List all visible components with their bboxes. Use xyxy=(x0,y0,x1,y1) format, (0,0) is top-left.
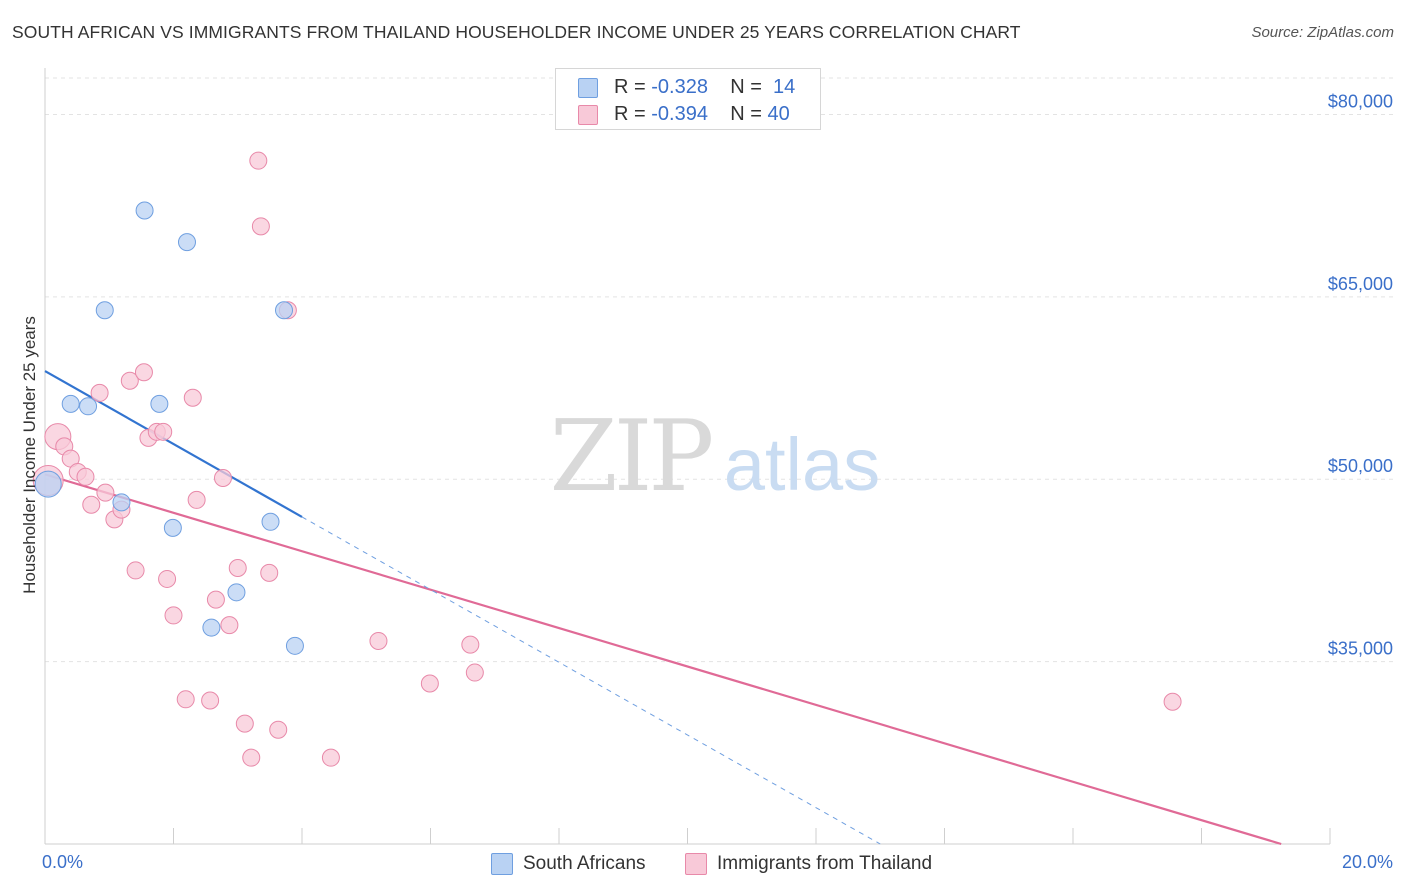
legend-swatch-south-africans xyxy=(491,853,513,875)
point-thailand xyxy=(206,590,225,609)
legend-label-south-africans: South Africans xyxy=(523,853,646,874)
point-thailand xyxy=(82,495,101,514)
point-thailand xyxy=(76,467,95,486)
point-thailand xyxy=(90,383,109,402)
point-thailand xyxy=(369,631,388,650)
legend-label-thailand: Immigrants from Thailand xyxy=(717,853,933,874)
point-thailand xyxy=(134,363,153,382)
watermark-zip: ZIP xyxy=(550,400,712,514)
point-south-africans xyxy=(112,493,131,512)
point-thailand xyxy=(321,748,340,767)
point-south-africans xyxy=(95,301,114,320)
watermark: ZIP atlas xyxy=(550,400,881,514)
point-thailand xyxy=(228,558,247,577)
x-tick-label-max: 20.0% xyxy=(1341,852,1393,872)
trend-line-south-africans-extension xyxy=(301,516,881,845)
point-thailand xyxy=(249,151,268,170)
point-thailand xyxy=(235,714,254,733)
trend-lines xyxy=(44,370,1282,846)
y-tick-labels: $35,000 $50,000 $65,000 $80,000 xyxy=(1328,91,1393,658)
legend-swatch-pink xyxy=(578,105,598,125)
legend-stats-thailand: R = -0.394 N = 40 xyxy=(614,103,790,125)
y-tick-label-2: $65,000 xyxy=(1328,274,1393,294)
point-thailand xyxy=(164,606,183,625)
point-south-africans xyxy=(177,233,196,252)
point-thailand xyxy=(120,371,139,390)
point-south-africans xyxy=(135,201,154,220)
axes xyxy=(44,68,1331,845)
point-south-africans xyxy=(34,470,62,498)
y-tick-label-3: $80,000 xyxy=(1328,91,1393,111)
point-thailand xyxy=(176,690,195,709)
point-south-africans xyxy=(275,301,294,320)
chart-title: SOUTH AFRICAN VS IMMIGRANTS FROM THAILAN… xyxy=(12,22,1021,42)
correlation-legend: R = -0.328 N = 14 R = -0.394 N = 40 xyxy=(555,68,821,130)
point-thailand xyxy=(183,388,202,407)
trend-line-south-africans xyxy=(44,370,303,518)
point-thailand xyxy=(1163,692,1182,711)
y-tick-label-1: $50,000 xyxy=(1328,456,1393,476)
point-thailand xyxy=(461,635,480,654)
point-south-africans xyxy=(261,512,280,531)
trend-line-thailand xyxy=(44,473,1282,846)
y-axis-label: Householder Income Under 25 years xyxy=(20,316,39,594)
point-south-africans xyxy=(150,394,169,413)
point-thailand xyxy=(242,748,261,767)
point-thailand xyxy=(251,217,270,236)
point-thailand xyxy=(220,616,239,635)
gridlines xyxy=(45,77,1395,663)
data-points xyxy=(32,151,1182,767)
point-south-africans xyxy=(61,394,80,413)
point-thailand xyxy=(213,469,232,488)
point-thailand xyxy=(187,490,206,509)
legend-stats-south-africans: R = -0.328 N = 14 xyxy=(614,76,796,98)
point-south-africans xyxy=(227,583,246,602)
point-thailand xyxy=(201,691,220,710)
point-south-africans xyxy=(285,636,304,655)
legend-swatch-thailand xyxy=(685,853,707,875)
point-thailand xyxy=(420,674,439,693)
x-tick-label-min: 0.0% xyxy=(42,852,84,872)
point-thailand xyxy=(126,561,145,580)
point-thailand xyxy=(154,422,173,441)
point-south-africans xyxy=(163,518,182,537)
watermark-atlas: atlas xyxy=(724,423,880,506)
point-thailand xyxy=(260,563,279,582)
point-south-africans xyxy=(202,618,221,637)
legend-swatch-blue xyxy=(578,78,598,98)
point-thailand xyxy=(465,663,484,682)
source-credit: Source: ZipAtlas.com xyxy=(1251,24,1394,41)
point-thailand xyxy=(96,483,115,502)
y-tick-label-0: $35,000 xyxy=(1328,639,1393,659)
point-thailand xyxy=(158,569,177,588)
point-thailand xyxy=(269,720,288,739)
point-south-africans xyxy=(79,397,98,416)
